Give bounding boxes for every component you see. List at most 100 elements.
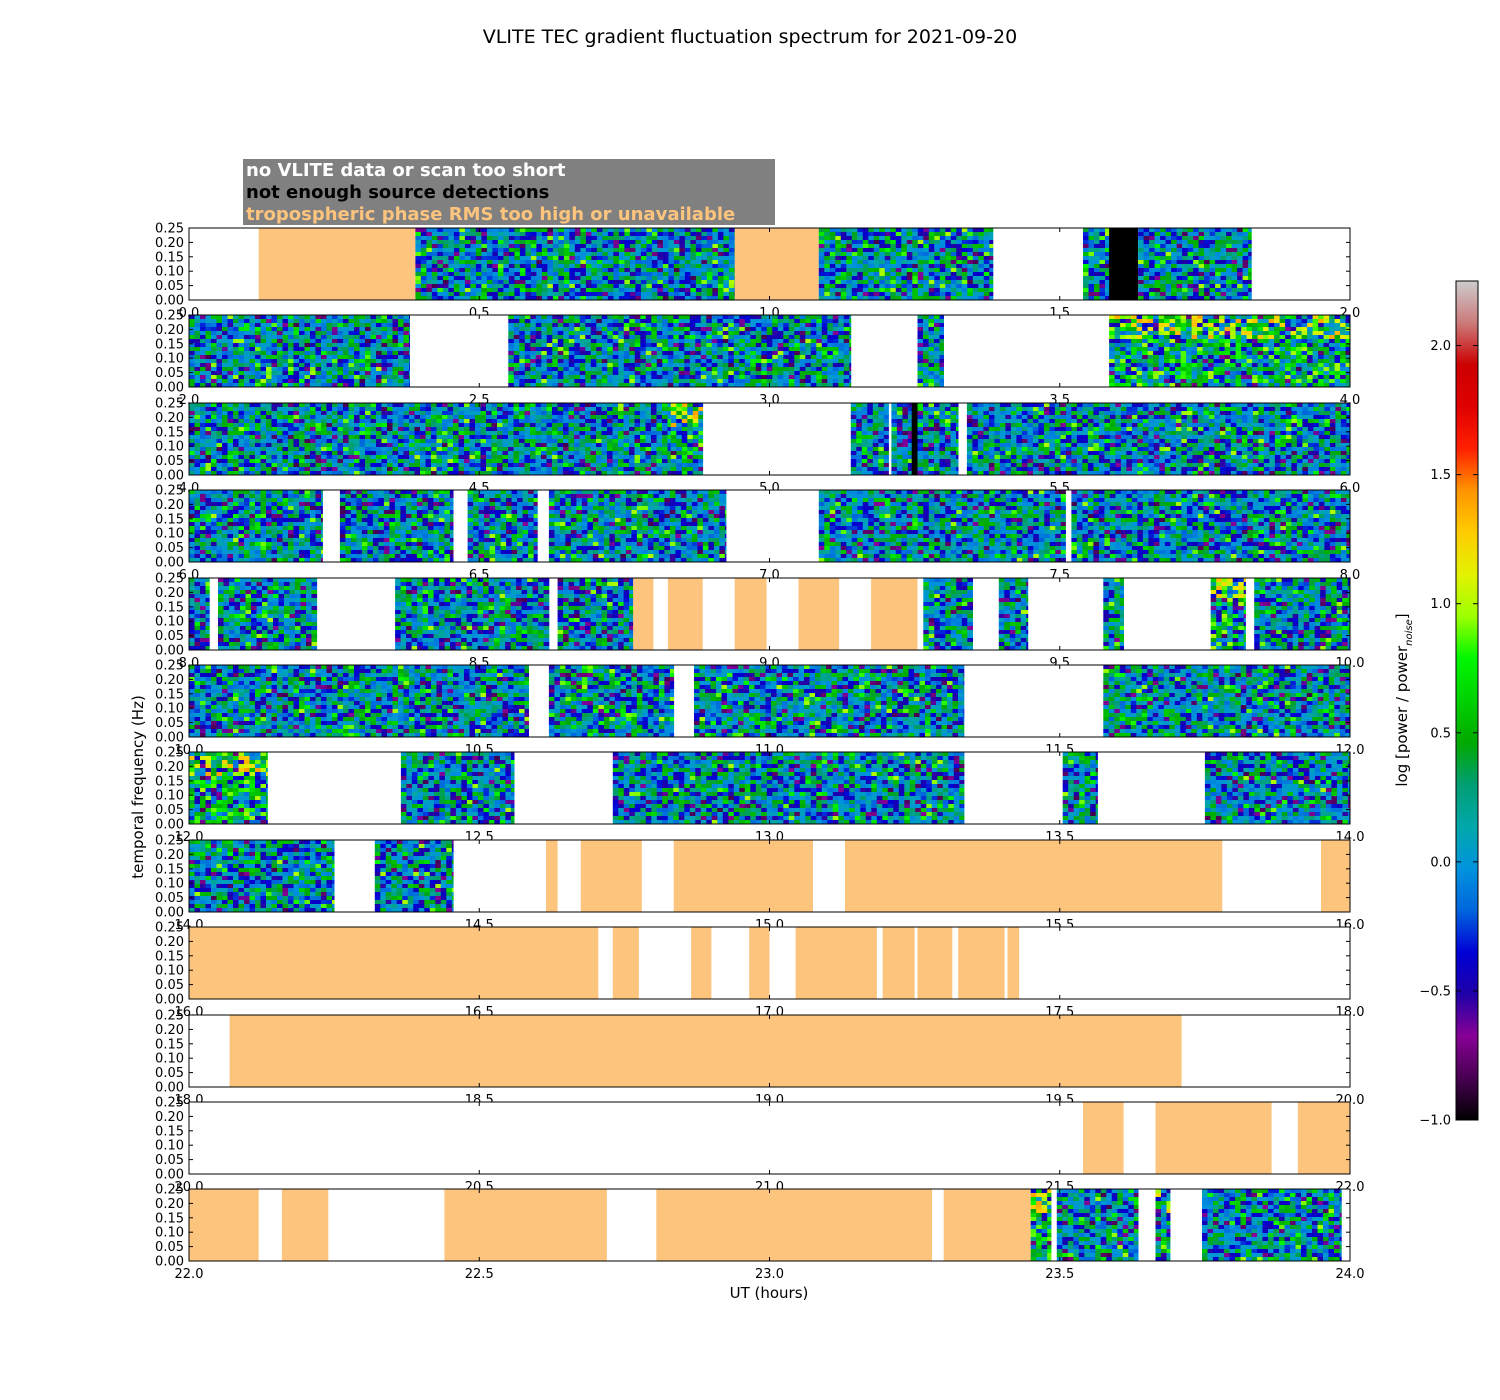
spectrum-cell	[851, 292, 858, 297]
spectrum-cell	[849, 351, 852, 356]
spectrum-cell	[260, 367, 267, 372]
spectrum-cell	[1202, 379, 1209, 384]
spectrum-cell	[717, 240, 724, 245]
spectrum-cell	[1345, 371, 1350, 376]
spectrum-cell	[227, 335, 234, 340]
spectrum-cell	[288, 379, 294, 384]
spectrum-cell	[1171, 284, 1177, 289]
panel-0: 0.0 0.5 1.0 1.5 2.00.000.050.100.150.200.25	[155, 222, 1360, 322]
spectrum-cell	[706, 359, 713, 364]
spectrum-cell	[580, 236, 587, 241]
spectrum-cell	[1180, 323, 1187, 328]
spectrum-cell	[711, 371, 718, 376]
spectrum-cell	[695, 355, 702, 360]
spectrum-cell	[601, 315, 608, 320]
spectrum-cell	[563, 268, 570, 273]
spectrum-cell	[701, 256, 708, 261]
spectrum-cell	[475, 268, 482, 273]
spectrum-cell	[244, 359, 250, 364]
spectrum-cell	[459, 288, 466, 293]
spectrum-cell	[1153, 351, 1159, 356]
spectrum-cell	[879, 260, 886, 265]
spectrum-cell	[912, 244, 919, 249]
spectrum-cell	[783, 371, 790, 376]
spectrum-cell	[646, 252, 653, 257]
spectrum-cell	[508, 284, 515, 289]
spectrum-cell	[541, 367, 548, 372]
spectrum-cell	[1131, 359, 1137, 364]
spectrum-cell	[1154, 256, 1161, 261]
spectrum-cell	[387, 343, 393, 348]
spectrum-cell	[1274, 351, 1280, 356]
spectrum-cell	[271, 379, 278, 384]
spectrum-cell	[656, 323, 663, 328]
spectrum-cell	[437, 232, 444, 237]
spectrum-cell	[832, 359, 839, 364]
spectrum-cell	[200, 447, 206, 452]
spectrum-cell	[689, 335, 696, 340]
spectrum-cell	[1296, 343, 1302, 348]
spectrum-cell	[816, 359, 823, 364]
spectrum-cell	[536, 256, 543, 261]
spectrum-cell	[612, 347, 619, 352]
spectrum-cell	[1153, 379, 1159, 384]
spectrum-cell	[890, 228, 897, 233]
spectrum-cell	[862, 244, 869, 249]
spectrum-cell	[1088, 260, 1095, 265]
spectrum-cell	[1158, 359, 1165, 364]
spectrum-cell	[492, 276, 499, 281]
spectrum-cell	[1268, 339, 1275, 344]
spectrum-cell	[574, 359, 581, 364]
spectrum-cell	[824, 240, 831, 245]
spectrum-cell	[950, 232, 957, 237]
spectrum-cell	[563, 351, 570, 356]
spectrum-cell	[348, 359, 355, 364]
spectrum-cell	[1285, 319, 1291, 324]
spectrum-cell	[829, 284, 836, 289]
spectrum-cell	[816, 363, 823, 368]
spectrum-cell	[321, 371, 327, 376]
spectrum-cell	[1241, 327, 1247, 332]
spectrum-cell	[189, 463, 195, 468]
spectrum-cell	[1257, 363, 1264, 368]
spectrum-cell	[1165, 272, 1172, 277]
spectrum-cell	[679, 296, 686, 300]
spectrum-cell	[739, 375, 746, 380]
spectrum-cell	[1213, 359, 1220, 364]
spectrum-cell	[934, 296, 941, 300]
spectrum-cell	[950, 236, 957, 241]
spectrum-cell	[934, 347, 940, 352]
spectrum-cell	[840, 260, 847, 265]
spectrum-cell	[1231, 284, 1238, 289]
spectrum-cell	[772, 319, 779, 324]
spectrum-cell	[712, 260, 719, 265]
spectrum-cell	[546, 347, 553, 352]
spectrum-cell	[1142, 331, 1148, 336]
spectrum-cell	[293, 339, 300, 344]
spectrum-cell	[640, 276, 647, 281]
spectrum-cell	[585, 264, 592, 269]
spectrum-cell	[1307, 363, 1313, 368]
spectrum-cell	[552, 240, 559, 245]
spectrum-cell	[1204, 256, 1210, 261]
spectrum-cell	[326, 359, 333, 364]
spectrum-cell	[260, 319, 267, 324]
spectrum-cell	[1114, 359, 1121, 364]
spectrum-cell	[580, 292, 587, 297]
spectrum-cell	[415, 236, 422, 241]
spectrum-cell	[678, 379, 685, 384]
spectrum-cell	[244, 367, 250, 372]
spectrum-cell	[794, 335, 801, 340]
spectrum-cell	[200, 379, 206, 384]
spectrum-cell	[706, 268, 713, 273]
spectrum-cell	[1230, 319, 1236, 324]
spectrum-cell	[1257, 351, 1264, 356]
spectrum-cell	[464, 244, 471, 249]
spectrum-cell	[1105, 280, 1110, 285]
spectrum-cell	[1215, 260, 1221, 265]
y-tick-label: 0.15	[155, 337, 184, 352]
spectrum-cell	[1274, 347, 1280, 352]
spectrum-cell	[700, 383, 707, 387]
spectrum-cell	[508, 319, 515, 324]
spectrum-cell	[568, 327, 575, 332]
